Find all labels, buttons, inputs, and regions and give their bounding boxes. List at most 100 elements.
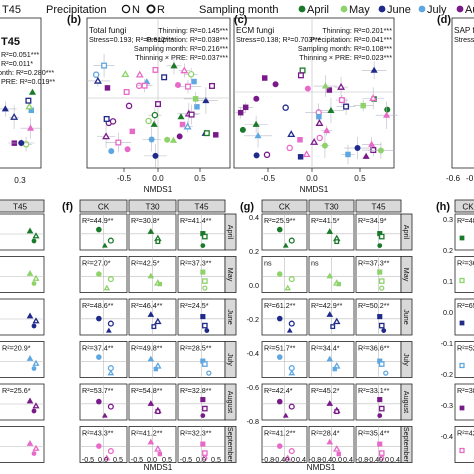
month-legend-swatch <box>298 5 306 13</box>
facet-month-label: May <box>226 268 235 282</box>
square-marker <box>261 75 268 81</box>
facet-month-label: August <box>226 391 235 413</box>
facet-stat-label: R²=32.8** <box>180 386 212 395</box>
panel-b-x-axis-label: NMDS1 <box>144 185 173 194</box>
square-marker <box>194 104 200 110</box>
legend: T45 Precipitation N R Sampling month Apr… <box>2 4 474 16</box>
facet-month-label: May <box>402 268 411 282</box>
triangle-marker <box>32 444 40 451</box>
facet-cell <box>0 213 45 251</box>
square-marker <box>343 103 350 110</box>
triangle-marker <box>103 284 111 291</box>
circle-marker <box>107 403 114 410</box>
triangle-marker <box>326 355 334 362</box>
triangle-marker <box>315 119 324 126</box>
facet-y-tick-label: 0.2 <box>443 246 453 255</box>
triangle-marker <box>183 122 192 130</box>
facet-y-tick-label: 0.3 <box>443 215 453 224</box>
sampling-month-legend-label: Sampling month <box>199 4 279 16</box>
facet-y-tick-label: 0.0 <box>249 281 259 290</box>
facet-y-tick-label: -0.8 <box>247 417 259 426</box>
square-marker <box>202 233 208 240</box>
square-marker <box>157 281 163 287</box>
circle-marker <box>96 226 102 233</box>
triangle-marker <box>102 132 111 140</box>
square-marker <box>370 147 377 154</box>
circle-marker <box>145 117 152 125</box>
facet-header: T30 <box>145 203 160 212</box>
facet-header-strip <box>308 199 355 213</box>
square-marker <box>200 269 206 275</box>
circle-marker <box>288 237 295 244</box>
facet-y-tick-label: -0.6 <box>247 383 259 392</box>
facet-stat-label: R²=34.4* <box>311 344 340 353</box>
panel-f-letter: (f) <box>62 201 73 213</box>
circle-marker <box>253 152 260 159</box>
triangle-marker <box>326 400 334 406</box>
square-marker <box>202 361 208 367</box>
facet-stat-label: ns <box>264 259 272 268</box>
facet-x-tick-label: 0.0 <box>147 455 157 464</box>
square-marker <box>377 269 383 275</box>
triangle-marker <box>93 76 102 84</box>
facet-stat-label: R²=53.7** <box>82 386 114 395</box>
panel-c-x-tick-label: 0.0 <box>306 174 318 183</box>
square-marker <box>152 66 159 73</box>
square-marker <box>378 322 385 329</box>
circle-marker <box>379 455 385 461</box>
triangle-marker <box>369 94 378 101</box>
facet-cell <box>0 341 45 378</box>
panel-e-header: T45 <box>13 203 28 212</box>
circle-marker <box>96 271 102 277</box>
triangle-marker <box>32 274 40 281</box>
facet-cell <box>0 383 45 421</box>
circle-marker <box>187 70 195 78</box>
square-marker <box>129 128 136 135</box>
circle-marker <box>272 81 279 88</box>
circle-marker <box>304 85 311 92</box>
square-marker <box>202 278 208 284</box>
panel-c-stat: Sampling month: R²=0.108*** <box>298 44 392 53</box>
square-marker <box>316 113 322 120</box>
triangle-marker <box>284 454 292 461</box>
triangle-marker <box>326 438 334 445</box>
facet-header: T30 <box>324 203 339 212</box>
circle-marker <box>31 451 37 456</box>
facet-y-tick-label: 0.2 <box>249 247 259 256</box>
facet-stat-label: R²=42.5* <box>131 259 160 268</box>
circle-marker <box>108 148 115 155</box>
square-marker <box>377 397 383 403</box>
triangle-marker <box>154 317 162 325</box>
facet-x-tick-label: 0.5 <box>113 455 123 464</box>
panel-a-stat: R²=0.051*** <box>1 50 39 59</box>
square-marker <box>155 239 161 245</box>
facet-stat-label: R²=25.9** <box>264 216 296 225</box>
facet-cell <box>454 298 474 336</box>
circle-marker <box>148 136 155 143</box>
triangle-marker <box>147 272 155 279</box>
facet-y-tick-label: -0.2 <box>247 315 259 324</box>
panel-b-stat: Sampling month: R²=0.216*** <box>134 44 228 53</box>
facet-x-tick-label: -0.5 <box>131 455 143 464</box>
facet-month-strip <box>400 426 413 463</box>
triangle-marker <box>332 445 341 452</box>
square-marker <box>115 139 122 146</box>
panel-b-title: Total fungi <box>89 26 127 35</box>
circle-marker <box>151 111 159 119</box>
facet-stat-label: R²=65.2* <box>457 301 474 310</box>
triangle-marker <box>32 317 40 324</box>
facet-stat-label: R²=36.3* <box>457 259 474 268</box>
facet-x-tick-label: 0.4 <box>296 455 306 464</box>
panel-c-x-tick-label: -0.5 <box>261 174 276 183</box>
panel-e: T45 R²=20.9* R²=25.6* <box>0 199 45 463</box>
facet-cell <box>454 426 474 463</box>
panel-b-x-tick-label: 0.0 <box>152 174 164 183</box>
facet-month-strip <box>400 383 413 421</box>
facet-y-tick-label: -0.3 <box>441 401 453 410</box>
circle-marker <box>107 448 114 455</box>
circle-marker <box>379 285 385 291</box>
facet-stat-label: R²=48.6** <box>82 301 114 310</box>
triangle-marker <box>282 242 289 248</box>
panel-c-letter: (c) <box>234 14 248 26</box>
square-marker <box>237 109 244 116</box>
